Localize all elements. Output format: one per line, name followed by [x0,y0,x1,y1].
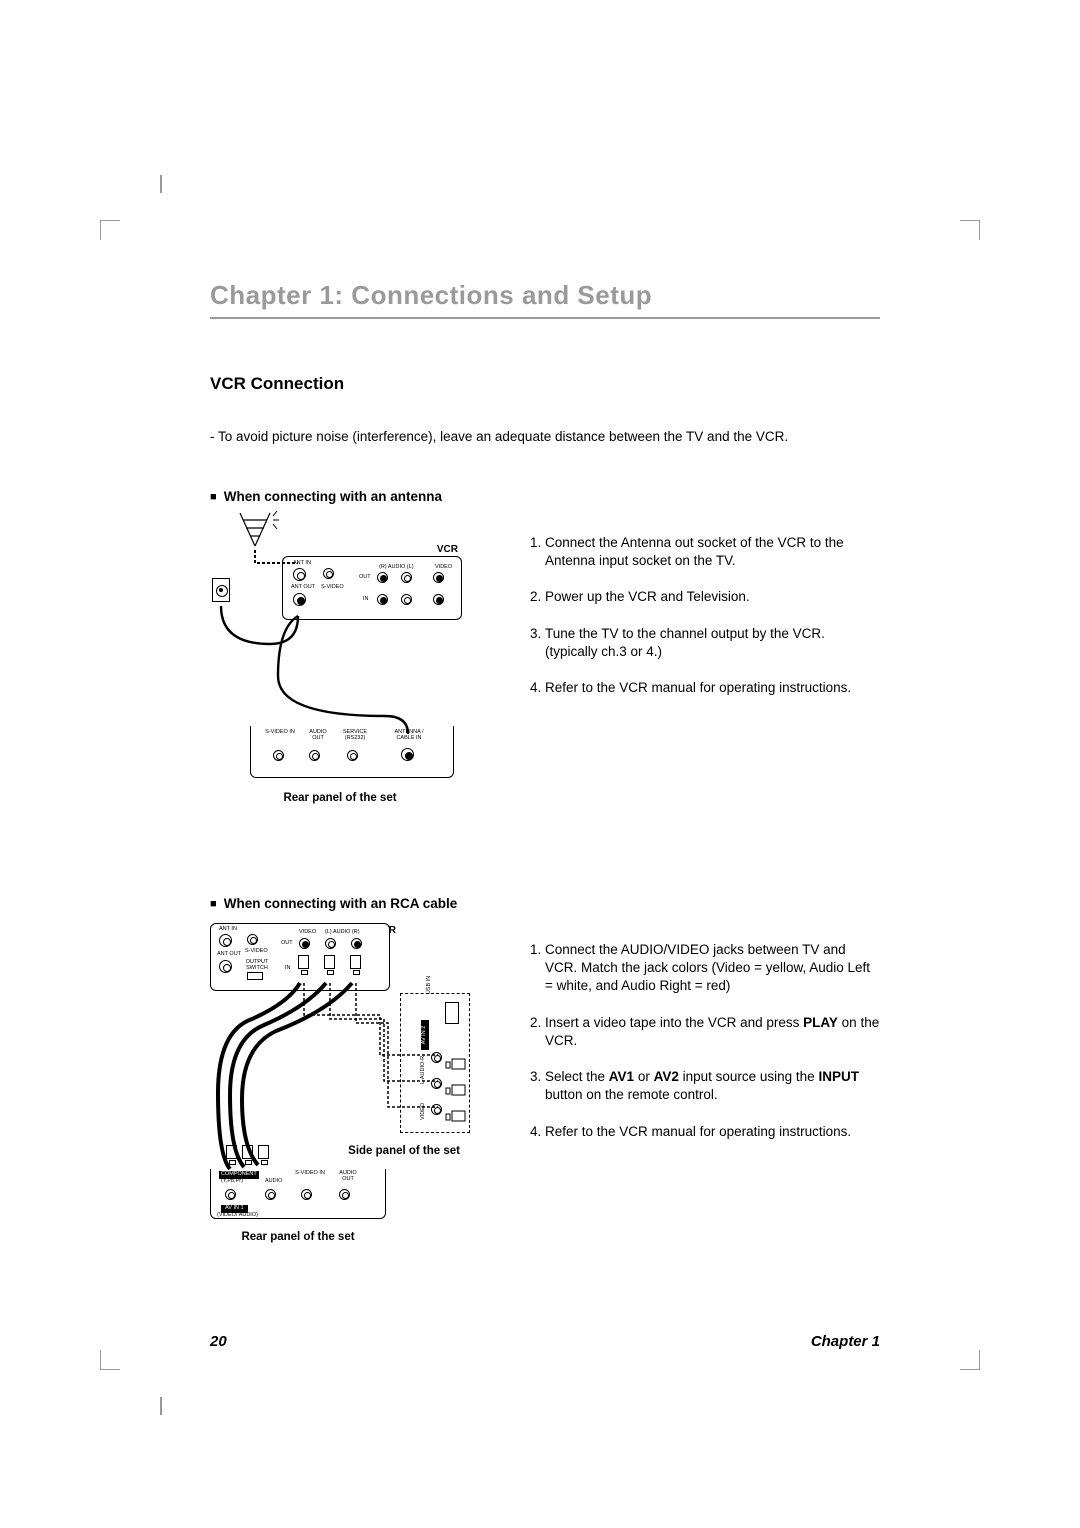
subheading-antenna: When connecting with an antenna [210,489,880,504]
rca-plug [436,1085,466,1096]
section-title: VCR Connection [210,374,880,394]
rca-plug [298,955,309,985]
subheading-rca: When connecting with an RCA cable [210,896,880,911]
step-item: Tune the TV to the channel output by the… [545,625,880,661]
crop-bar-top [160,175,162,193]
step-item: Connect the Antenna out socket of the VC… [545,534,880,570]
chapter-ref: Chapter 1 [811,1333,880,1350]
intro-text: - To avoid picture noise (interference),… [210,429,880,444]
rca-plug [436,1059,466,1070]
crop-mark [960,1350,980,1370]
tv-rear-panel: COMPONENT (Y,Pb,Pr) AUDIO S-VIDEO IN AUD… [210,1169,386,1219]
manual-page: Chapter 1: Connections and Setup VCR Con… [0,0,1080,1500]
step-item: Select the AV1 or AV2 input source using… [545,1068,880,1104]
step-item: Connect the AUDIO/VIDEO jacks between TV… [545,941,880,996]
page-number: 20 [210,1333,227,1350]
crop-mark [100,220,120,240]
antenna-icon [225,508,285,548]
page-footer: 20 Chapter 1 [210,1333,880,1350]
rca-block: VCR ANT IN ANT OUT S-VIDEO OUTPUT SWITCH… [210,923,880,1233]
vcr-box: ANT IN ANT OUT S-VIDEO (R) AUDIO (L) VID… [282,556,462,620]
crop-mark [100,1350,120,1370]
step-item: Refer to the VCR manual for operating in… [545,679,880,697]
crop-bar-bottom [160,1397,162,1415]
chapter-title: Chapter 1: Connections and Setup [210,280,880,319]
vcr-label: VCR [437,544,458,555]
figure-caption-side: Side panel of the set [340,1145,470,1157]
step-item: Insert a video tape into the VCR and pre… [545,1014,880,1050]
wall-plate-icon [212,578,230,602]
antenna-block: VCR ANT IN ANT OUT S-VIDEO (R) AUDIO (L)… [210,516,880,796]
figure-rca: VCR ANT IN ANT OUT S-VIDEO OUTPUT SWITCH… [210,923,470,1233]
rca-plug [324,955,335,985]
step-item: Power up the VCR and Television. [545,588,880,606]
figure-caption: Rear panel of the set [210,792,470,804]
steps-list-rca: Connect the AUDIO/VIDEO jacks between TV… [525,941,880,1141]
rca-plug [436,1111,466,1122]
figure-caption-rear: Rear panel of the set [210,1231,386,1243]
step-item: Refer to the VCR manual for operating in… [545,1123,880,1141]
rca-plug [350,955,361,985]
steps-list-antenna: Connect the Antenna out socket of the VC… [525,534,880,697]
crop-mark [960,220,980,240]
tv-rear-panel: S-VIDEO IN AUDIO OUT SERVICE (RS232) ANT… [250,726,454,778]
figure-antenna: VCR ANT IN ANT OUT S-VIDEO (R) AUDIO (L)… [210,516,470,796]
